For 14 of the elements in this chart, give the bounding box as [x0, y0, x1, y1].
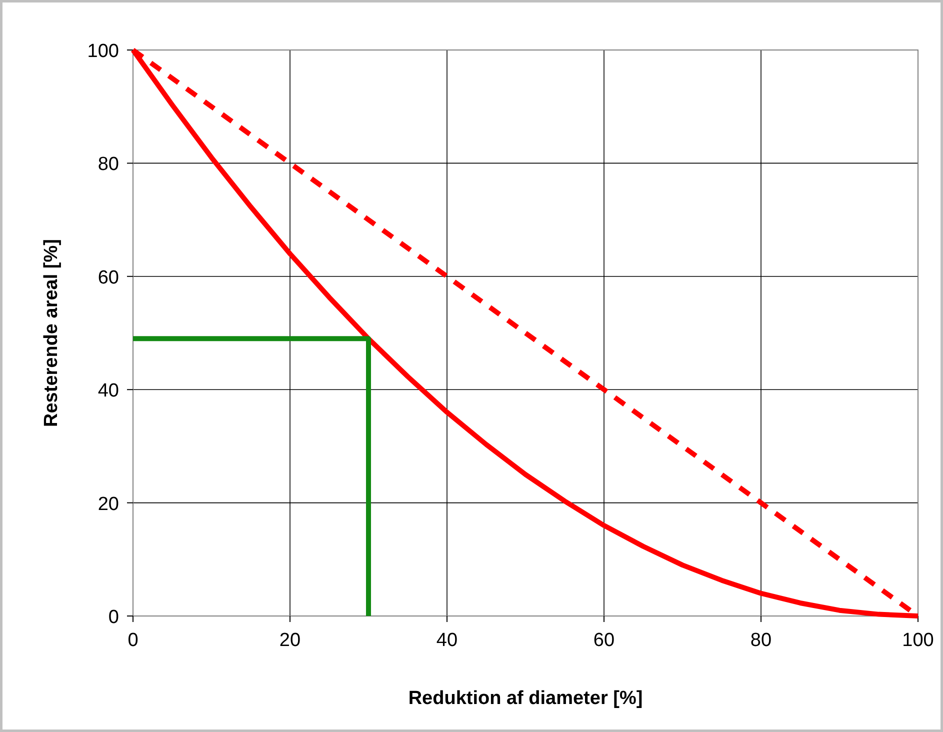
x-tick-label: 100 — [902, 630, 934, 651]
y-tick-label: 60 — [98, 267, 119, 288]
y-tick-label: 80 — [98, 154, 119, 176]
y-axis-title: Resterende areal [%] — [41, 239, 62, 427]
y-tick-label: 100 — [87, 41, 119, 62]
x-tick-label: 60 — [593, 630, 615, 651]
y-tick-label: 20 — [98, 494, 119, 515]
x-tick-label: 0 — [128, 630, 138, 651]
x-tick-label: 80 — [750, 630, 772, 651]
x-tick-label: 20 — [279, 630, 301, 651]
y-tick-label: 0 — [108, 607, 119, 628]
x-axis-title: Reduktion af diameter [%] — [408, 688, 643, 709]
y-tick-label: 40 — [98, 380, 119, 402]
x-tick-label: 40 — [436, 630, 458, 651]
